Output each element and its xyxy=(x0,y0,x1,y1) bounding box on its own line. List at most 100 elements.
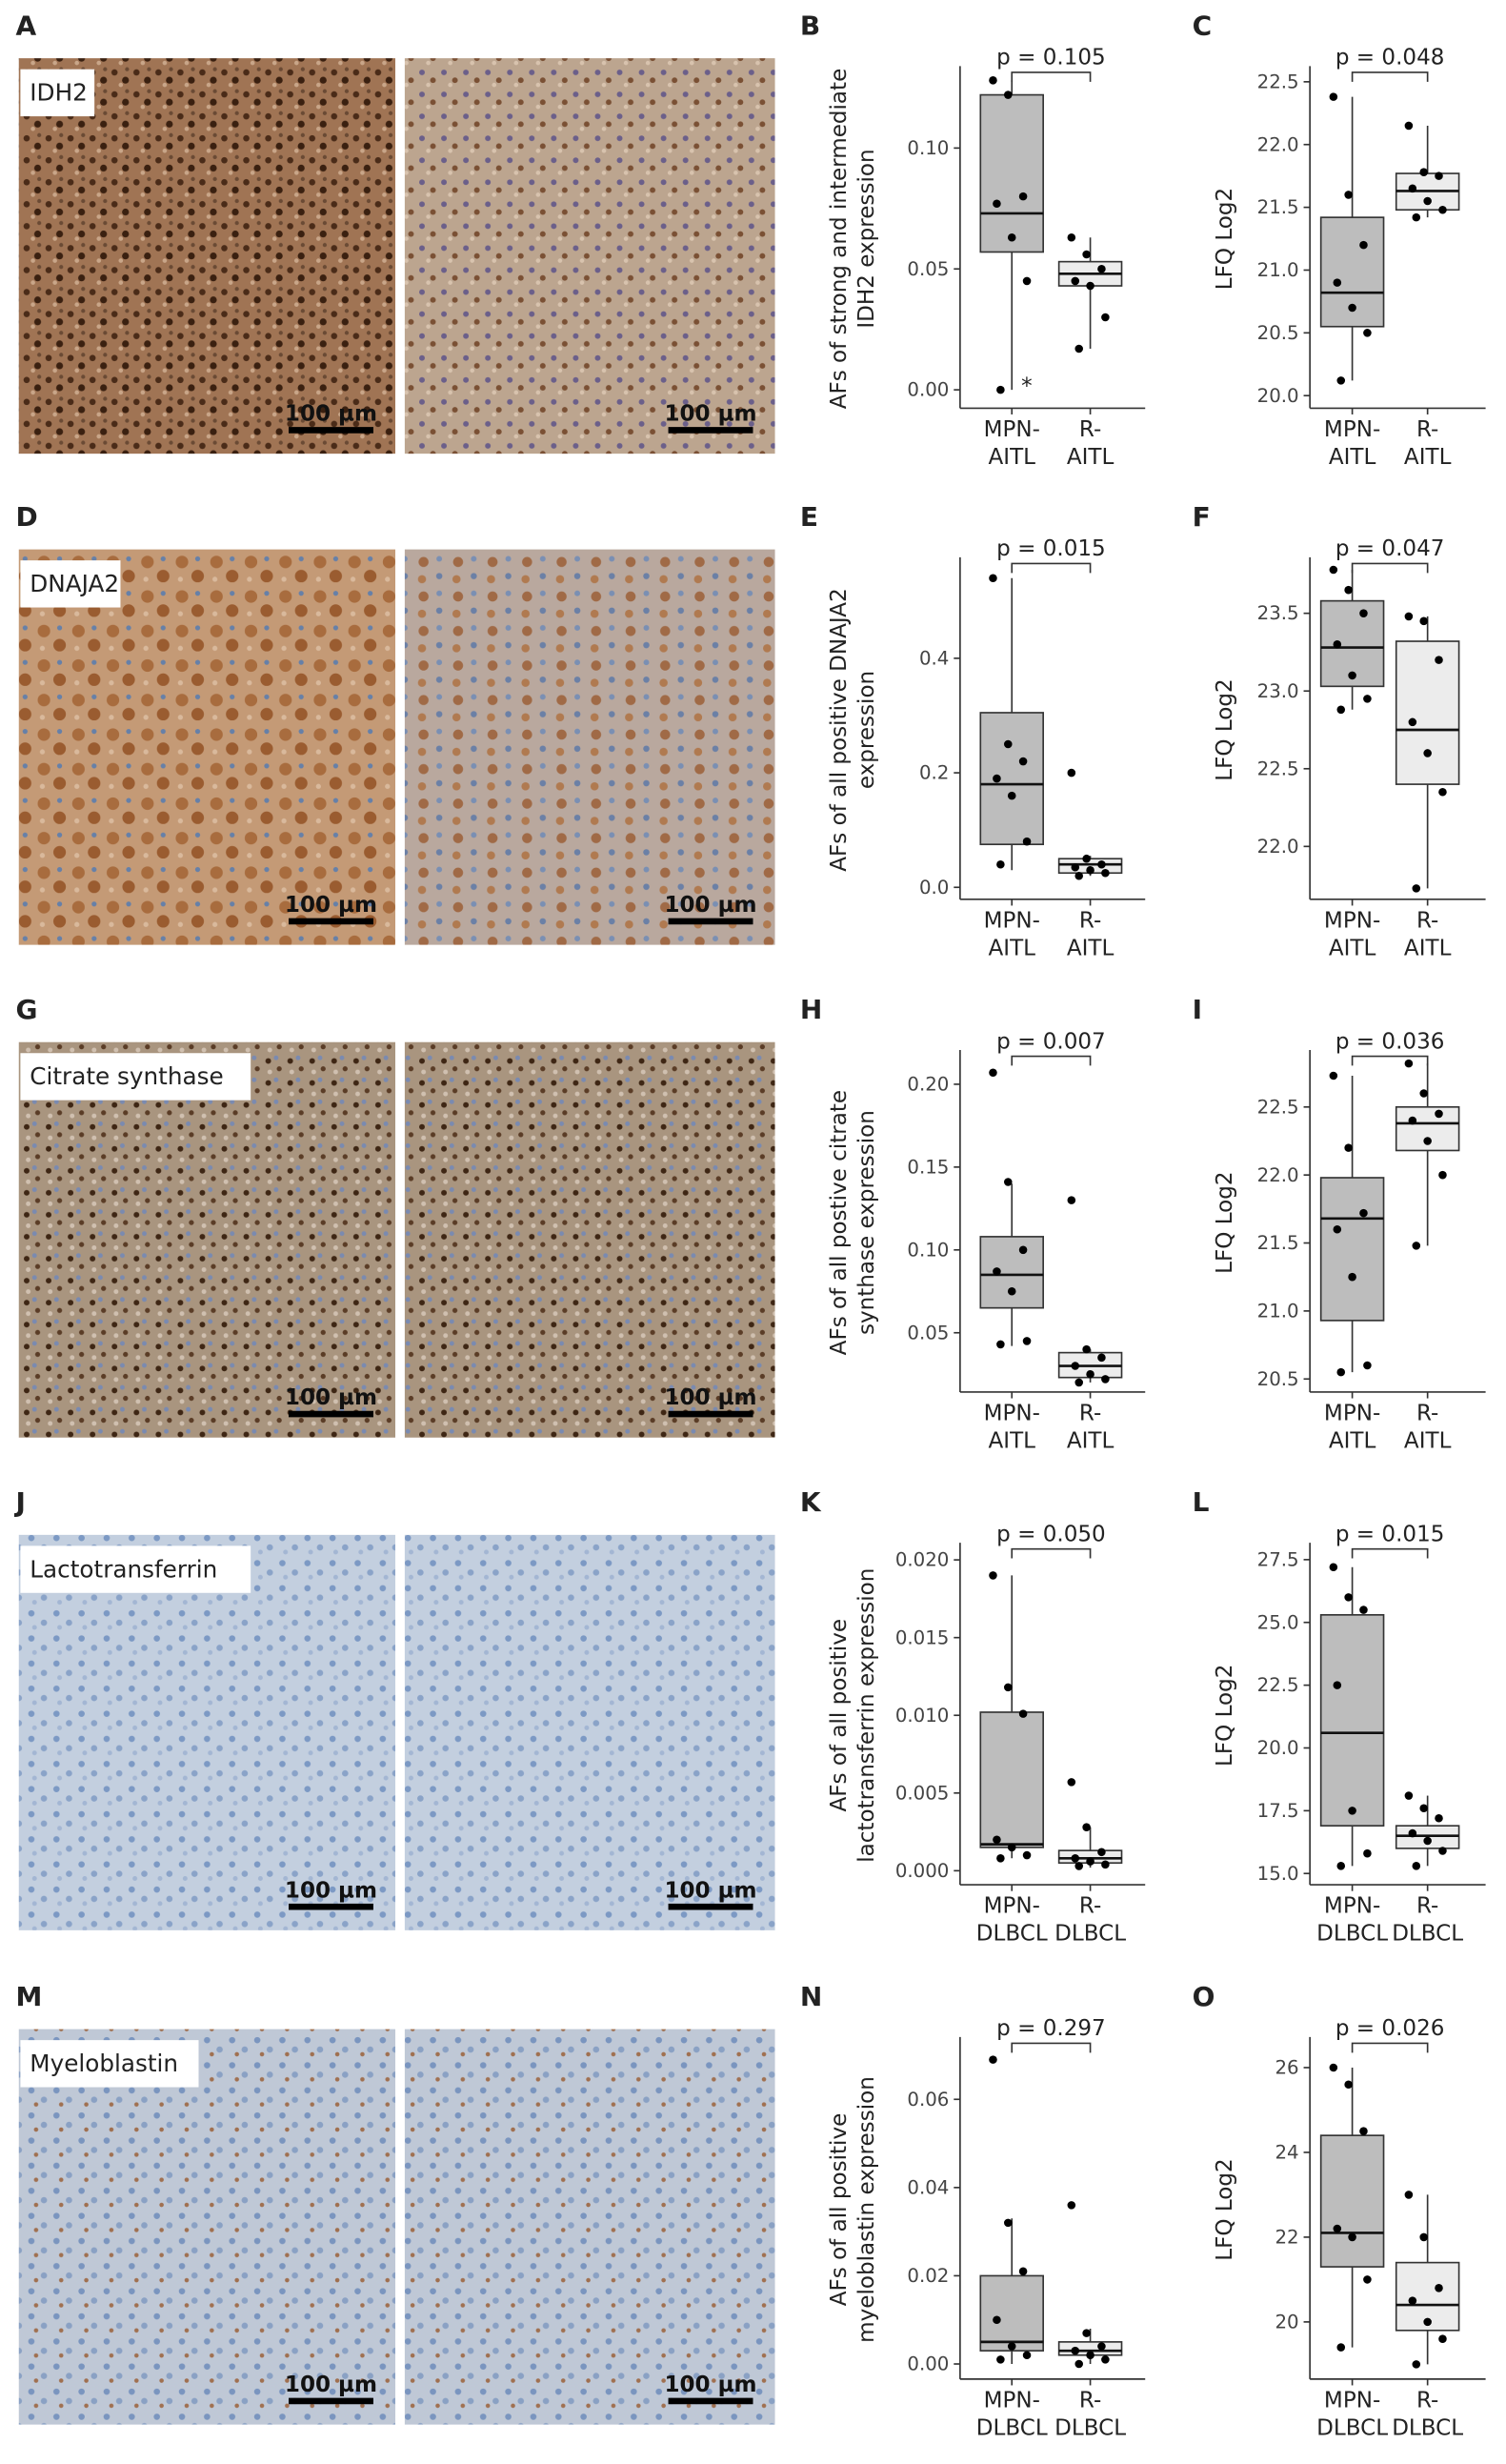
stain-label: Myeloblastin xyxy=(30,2050,178,2077)
data-point xyxy=(1082,1344,1091,1354)
y-tick-label: 0.4 xyxy=(919,647,949,669)
data-point xyxy=(1333,278,1342,287)
data-point xyxy=(1404,121,1414,131)
stain-label: Citrate synthase xyxy=(30,1062,223,1090)
x-tick-label: R-AITL xyxy=(1067,417,1114,470)
stain-label: DNAJA2 xyxy=(30,570,119,597)
significance-bracket xyxy=(1351,2042,1429,2053)
data-point xyxy=(1071,1854,1080,1863)
data-point xyxy=(1071,2346,1080,2355)
data-point xyxy=(1067,1778,1076,1787)
data-point xyxy=(1363,1848,1372,1858)
y-tick-label: 0.015 xyxy=(895,1626,950,1648)
x-tick-label: R-AITL xyxy=(1067,909,1114,961)
y-tick-label: 0.005 xyxy=(895,1782,950,1804)
data-point xyxy=(1004,1683,1013,1692)
box xyxy=(979,1711,1044,1848)
y-tick-label: 21.5 xyxy=(1257,1232,1299,1254)
data-point xyxy=(1348,1272,1356,1282)
data-point xyxy=(1348,303,1356,313)
panel-letter: A xyxy=(15,10,36,41)
y-tick-label: 22.0 xyxy=(1257,836,1299,858)
panel-letter: O xyxy=(1193,1981,1215,2012)
data-point xyxy=(1404,2191,1414,2199)
x-tick-label: MPN-DLBCL xyxy=(976,2389,1048,2441)
y-tick-label: 24 xyxy=(1275,2142,1298,2164)
scale-bar-label: 100 µm xyxy=(664,1385,756,1410)
data-point xyxy=(1067,232,1076,242)
data-point xyxy=(1408,184,1417,193)
data-point xyxy=(1404,1059,1414,1068)
panel-letter: H xyxy=(800,994,822,1025)
data-point xyxy=(1082,2329,1091,2337)
data-point xyxy=(1071,276,1080,286)
data-point xyxy=(1097,2342,1106,2351)
micrograph xyxy=(18,1041,396,1438)
significance-bracket xyxy=(1011,71,1092,82)
data-point xyxy=(1086,281,1094,291)
y-tick-label: 0.10 xyxy=(907,1239,949,1261)
x-tick-label: R-AITL xyxy=(1404,417,1452,470)
data-point xyxy=(1423,1836,1432,1846)
data-point xyxy=(1435,172,1443,180)
stain-label: Lactotransferrin xyxy=(30,1555,217,1583)
y-tick-label: 22.5 xyxy=(1257,1096,1299,1118)
scale-bar-label: 100 µm xyxy=(285,1878,377,1903)
data-point xyxy=(1004,1178,1013,1186)
scale-bar-label: 100 µm xyxy=(664,1878,756,1903)
data-point xyxy=(1363,329,1372,337)
y-tick-label: 21.0 xyxy=(1257,1300,1299,1322)
y-tick-label: 22.5 xyxy=(1257,757,1299,779)
micrograph xyxy=(404,1041,775,1438)
y-tick-label: 21.5 xyxy=(1257,196,1299,218)
data-point xyxy=(1022,1337,1032,1345)
y-tick-label: 0.20 xyxy=(907,1074,949,1096)
p-value: p = 0.015 xyxy=(996,536,1106,561)
scale-bar-label: 100 µm xyxy=(285,2373,377,2397)
data-point xyxy=(1336,705,1346,715)
data-point xyxy=(1007,791,1016,800)
stain-label-box xyxy=(20,69,95,117)
data-point xyxy=(996,859,1005,869)
panel-letter: M xyxy=(15,1981,42,2012)
data-point xyxy=(1018,2267,1028,2276)
data-point xyxy=(1074,1378,1084,1387)
data-point xyxy=(1101,1375,1110,1383)
x-tick-label: MPN-AITL xyxy=(984,1402,1040,1454)
data-point xyxy=(1086,1369,1094,1379)
y-tick-label: 22.5 xyxy=(1257,1674,1299,1696)
x-tick-label: MPN-AITL xyxy=(1324,909,1380,961)
data-point xyxy=(996,1340,1005,1349)
data-point xyxy=(1438,2334,1447,2343)
data-point xyxy=(993,2315,1001,2325)
data-point xyxy=(1423,1137,1432,1145)
micrograph xyxy=(404,549,775,945)
data-point xyxy=(1101,313,1110,322)
data-point xyxy=(1419,1089,1428,1098)
p-value: p = 0.050 xyxy=(996,1522,1106,1546)
p-value: p = 0.036 xyxy=(1335,1029,1445,1054)
data-point xyxy=(1419,2232,1428,2242)
data-point xyxy=(1022,2351,1032,2360)
data-point xyxy=(1097,1848,1106,1857)
point-note: * xyxy=(1021,374,1033,398)
data-point xyxy=(993,199,1001,209)
y-tick-label: 0.15 xyxy=(907,1156,949,1178)
data-point xyxy=(1074,2359,1084,2369)
significance-bracket xyxy=(1351,71,1429,82)
data-point xyxy=(1344,1143,1353,1152)
data-point xyxy=(1086,865,1094,875)
y-tick-label: 25.0 xyxy=(1257,1611,1299,1633)
y-axis-label: LFQ Log2 xyxy=(1213,1665,1237,1767)
data-point xyxy=(1344,191,1353,199)
data-point xyxy=(1101,2355,1110,2364)
panel-letter: J xyxy=(13,1486,25,1518)
data-point xyxy=(1438,1170,1447,1180)
data-point xyxy=(1336,2343,1346,2352)
data-point xyxy=(1438,1847,1447,1855)
data-point xyxy=(1344,2080,1353,2090)
data-point xyxy=(1022,1850,1032,1860)
data-point xyxy=(1067,1196,1076,1204)
scale-bar-label: 100 µm xyxy=(285,1385,377,1410)
data-point xyxy=(1082,1823,1091,1831)
